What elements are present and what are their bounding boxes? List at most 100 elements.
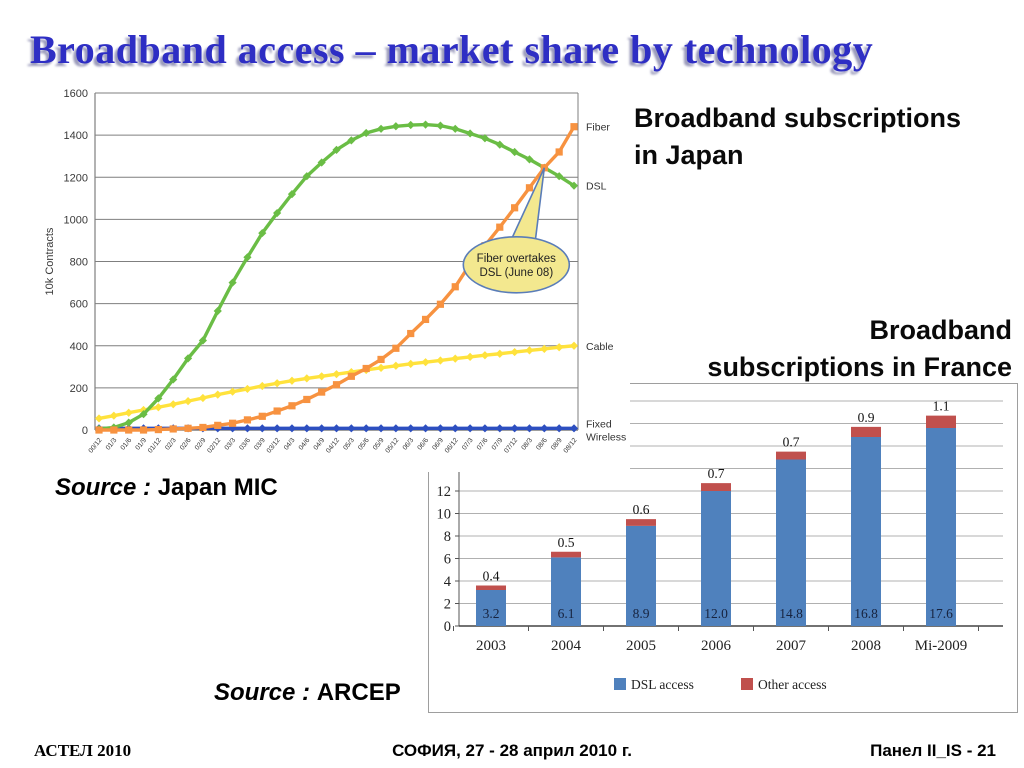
marker [318,388,326,396]
bar-other [551,551,581,558]
series-label: Cable [586,341,614,353]
marker [555,424,564,433]
source-japan-label: Source : [55,474,152,501]
marker [510,347,519,357]
marker [555,148,563,156]
marker [406,359,415,368]
legend-label: Other access [758,677,827,692]
category-label: 2004 [551,638,582,654]
bar-other [626,519,656,526]
bar-other [701,483,731,491]
footer-center: СОФИЯ, 27 - 28 април 2010 г. [392,741,632,760]
x-tick-label: 03/12 [266,437,282,455]
marker [392,344,400,352]
callout-text-line2: DSL (June 08) [479,267,553,279]
marker [569,341,579,350]
marker [243,253,252,262]
bar-dsl [626,525,656,626]
marker [95,426,103,434]
bar-dsl [701,491,731,626]
marker [525,155,534,164]
y-tick-label: 600 [70,299,88,311]
marker [480,134,490,143]
marker [317,372,326,381]
y-tick-label: 8 [444,529,451,545]
marker [288,402,296,410]
x-tick-label: 01/12 [147,437,163,455]
x-tick-label: 01/3 [105,437,119,452]
marker [124,418,133,427]
bar-value-dsl: 8.9 [633,606,650,621]
category-label: 2008 [851,638,881,654]
bar-other [851,426,881,437]
marker [303,395,311,404]
marker [436,300,445,308]
marker [347,372,355,380]
x-tick-label: 05/12 [384,437,400,455]
x-tick-label: 00/12 [88,437,104,455]
x-tick-label: 02/9 [194,437,208,452]
bar-value-dsl: 17.6 [929,606,953,621]
marker [213,390,222,399]
source-france: Source : ARCEP [214,679,401,707]
y-tick-label: 400 [70,341,88,353]
marker [480,351,490,360]
x-tick-label: 08/6 [535,437,549,452]
marker [287,376,297,385]
marker [525,184,534,192]
marker [362,128,371,138]
y-tick-label: 4 [444,574,452,590]
marker [258,228,267,238]
source-france-value: ARCEP [316,679,401,706]
footer-right: Панел II_IS - 21 [870,741,996,760]
marker [421,315,430,324]
marker [451,283,459,291]
bar-value-dsl: 3.2 [483,606,500,621]
marker [510,424,519,433]
x-tick-label: 06/12 [444,437,460,455]
marker [183,397,193,406]
x-tick-label: 08/9 [550,437,564,452]
marker [496,223,504,231]
y-tick-label: 1400 [64,130,88,142]
x-tick-label: 02/6 [179,437,193,452]
x-tick-label: 04/12 [325,437,341,455]
x-tick-label: 05/6 [357,437,371,452]
marker [451,424,460,433]
marker [407,329,415,338]
marker [258,412,266,420]
footer-left: АСТЕЛ 2010 [34,741,132,760]
marker [376,424,386,433]
x-tick-label: 02/3 [164,437,178,452]
x-tick-label: 05/3 [342,437,356,452]
marker [465,129,475,138]
marker [94,414,104,423]
france-heading-line2: subscriptions in France [707,352,1012,382]
marker [139,426,148,434]
marker [125,426,133,434]
france-chart-heading: Broadband subscriptions in France [600,312,1012,386]
marker [199,423,207,432]
marker [198,393,208,403]
bar-value-other: 0.4 [483,569,500,584]
bar-dsl [776,459,806,626]
marker [273,208,282,218]
bar-value-dsl: 12.0 [704,606,728,621]
x-tick-label: 07/9 [491,437,505,452]
y-tick-label: 2 [444,597,451,613]
marker [228,387,237,396]
bar-other [926,415,956,428]
bar-value-other: 0.7 [708,466,725,481]
y-tick-label: 0 [444,619,451,635]
marker [376,124,386,133]
marker [273,407,281,415]
y-tick-label: 12 [437,484,452,500]
marker [273,379,282,388]
marker [406,120,415,130]
japan-heading-line2: in Japan [634,140,744,170]
y-tick-label: 10 [437,507,452,523]
marker [332,370,341,379]
x-tick-label: 07/3 [461,437,475,452]
marker [555,343,564,352]
x-tick-label: 07/6 [476,437,490,452]
